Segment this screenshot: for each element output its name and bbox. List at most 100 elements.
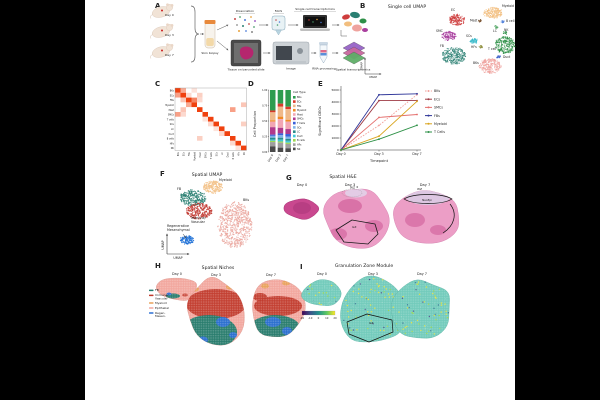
i-day3-label: Day 3 [368,272,378,276]
cluster-BKs: BKs [217,198,253,248]
legend-label: Mesen. [155,314,166,318]
mini-umap-icon [340,11,368,37]
bar-segment [270,121,276,128]
heatmap-row-label: SMCs [168,114,175,117]
heatmap-row-label: NK [171,147,175,150]
bar-segment [277,90,284,104]
bar-segment [285,121,291,130]
heatmap-col-label: Duct [226,152,229,157]
line-ytick: 1000 [331,136,339,140]
legend-label: ECs [434,97,440,101]
bar-segment [285,143,291,149]
cluster-label: NK [504,28,509,32]
umap-x-label: UMAP [173,256,182,260]
cell-proportion-ylabel: Cell Proportion [253,111,257,137]
series-SMCs [340,114,418,151]
legend-swatch [149,302,154,304]
legend-swatch [149,289,154,292]
mouse-day3-label: Day 3 [165,33,174,37]
heatmap-col-label: HFs [237,151,240,156]
bar-segment [270,140,276,143]
bar-segment [270,142,276,147]
bar-segment [285,136,291,139]
degs-xlabel: Timepoint [369,159,389,163]
h-day0-label: Day 0 [172,272,182,276]
legend-swatch [293,126,296,129]
panel-b: B Single cell UMAP EC Myeloid Mast B cell LC… [360,2,516,79]
legend-label: FBs [434,114,440,118]
cluster-LC: LC [493,24,499,33]
bar-segment [270,137,276,140]
tissue-slide-label: Tissue on barcoded slide [226,68,264,72]
bar-segment [270,112,276,121]
heatmap-col-label: Myeloid [193,152,196,161]
bar-segment [277,139,284,142]
bar-segment [270,134,276,136]
imaging-machine-icon [272,41,310,65]
panel-c: C BKsBKsECsECsFBsFBsMyeloidMyeloidMastMa… [155,80,247,161]
heatmap-row-label: SCs [170,123,175,126]
spatial-stack-icon [342,41,366,65]
brace [190,5,200,63]
panel-i: I Granulation Zone Module Day 0 Day 3 Da… [300,263,450,343]
cluster-label: Immune/ [191,216,207,220]
legend-swatch [293,108,296,112]
legend-label: Immune/ [155,293,169,297]
cluster-SCs: SCs [466,34,478,44]
cluster-label: FB [177,187,182,191]
panel-c-letter: C [155,80,160,88]
cluster-label: BKs [473,61,479,65]
he-day3 [323,188,390,249]
panel-d-letter: D [248,80,254,88]
cluster-label: Vascular [191,220,206,224]
bar-xtick: Day 3 [274,153,282,162]
legend-swatch [293,100,296,103]
cluster-label: BKs [243,198,249,202]
rna-tube-icon [319,42,328,64]
legend-swatch [149,307,154,309]
gz-label: GZ [369,321,373,325]
neoepi-label: NeoEpi [422,198,432,202]
cluster-label: SMC [436,29,443,33]
cluster-label: Regenerative [167,224,189,228]
niche-maps [156,277,306,346]
panel-b-title: Single cell UMAP [388,4,426,10]
umap-x-label: UMAP [369,75,377,79]
panel-e-letter: E [318,80,323,88]
panel-e: E Significant DEGs Timepoint 0 1000 2000 30… [318,80,447,163]
legend-label: Myeloid [434,122,447,126]
bar-segment [285,106,291,110]
panel-i-title: Granulation Zone Module [335,263,393,269]
cluster-label: Duct [503,55,511,59]
legend-swatch [293,143,296,146]
heatmap-col-label: T cells [210,151,213,159]
legend-swatch [293,113,296,116]
gz-outline [335,219,379,245]
bar-segment [285,119,291,122]
umap-y-label: UMAP [360,62,364,70]
panel-a: A Day 0 Day 3 Day 7 Skin biopsy Dissocia… [149,2,371,72]
bar-segment [277,135,284,138]
colorbar-tick: 20 [333,316,337,320]
image-label: Image [286,67,296,71]
heatmap-col-label: NK [243,152,246,156]
line-xtick: Day 3 [374,152,383,156]
legend-label: FBs [297,105,302,108]
panel-f: F Spatial UMAP Myeloid FB Immune/Vascular B… [160,170,253,260]
bar-segment [285,148,291,152]
bar-ytick: 1.00 [262,89,268,92]
bar-ytick: 0.25 [262,135,268,138]
bar-segment [270,110,276,113]
degs-line-plot: 0 1000 2000 3000 4000 5000 Day 0 Day 3 Day 7 [331,86,422,156]
rna-processing-label: RNA processing [312,67,336,71]
legend-swatch [293,117,296,121]
i-day0-label: Day 0 [317,272,327,276]
heatmap-col-label: ECs [182,151,185,156]
legend-swatch [293,104,296,108]
bar-segment [285,129,291,135]
cluster-NK: NK [502,28,509,36]
facs-label: FACS [275,9,283,13]
